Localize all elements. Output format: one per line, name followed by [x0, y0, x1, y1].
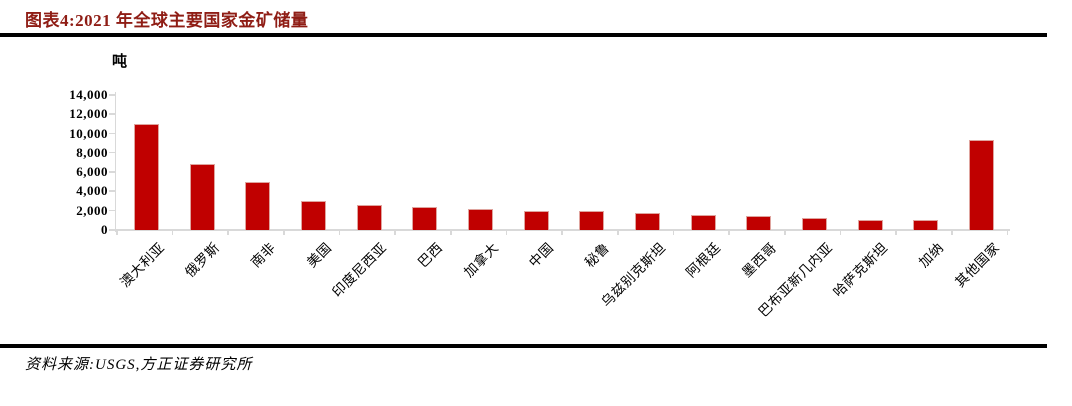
y-axis-line: [114, 92, 116, 232]
x-axis-tick: [116, 230, 118, 235]
bottom-divider-rule: [0, 344, 1047, 348]
x-axis-tick: [561, 230, 563, 235]
category-label: 阿根廷: [683, 239, 724, 281]
y-axis-tick-label: 2,000: [76, 202, 108, 218]
y-axis-tick-label: 14,000: [69, 87, 108, 102]
y-axis-tick: [109, 190, 115, 192]
x-axis-tick: [617, 230, 619, 235]
bar-chart-plot-area: 吨 0 2,000 4,000 6,000 8,000 10,000 12,000 14,00…: [69, 54, 1010, 320]
bar-美国: [301, 201, 326, 230]
bar-加纳: [913, 220, 939, 230]
x-axis-tick: [283, 230, 285, 235]
x-axis-tick: [784, 230, 786, 235]
bar-秘鲁: [579, 211, 605, 230]
y-axis-tick: [109, 132, 115, 135]
y-axis-tick: [109, 171, 115, 173]
category-label: 哈萨克斯坦: [830, 239, 891, 300]
y-axis-tick-label: 4,000: [76, 183, 108, 199]
bar-澳大利亚: [134, 124, 159, 230]
x-axis-tick: [672, 230, 675, 235]
y-axis-tick-label: 8,000: [76, 144, 108, 160]
y-axis-tick: [109, 151, 115, 154]
y-axis-tick: [109, 113, 115, 115]
x-axis-tick: [728, 230, 730, 235]
x-axis-tick: [505, 230, 508, 235]
bar-其他国家: [969, 140, 995, 230]
x-axis-tick: [338, 230, 341, 235]
bar-乌兹别克斯坦: [635, 213, 661, 230]
y-axis-tick: [109, 229, 115, 231]
y-axis-tick-label: 0: [101, 222, 108, 237]
x-axis-tick: [951, 230, 953, 235]
category-label: 俄罗斯: [182, 239, 223, 281]
y-axis-tick-label: 6,000: [76, 164, 108, 180]
bar-中国: [523, 211, 549, 230]
bar-印度尼西亚: [356, 205, 382, 230]
x-axis-tick: [394, 230, 396, 235]
y-axis-tick-label: 12,000: [69, 106, 108, 122]
y-axis-tick: [109, 209, 115, 212]
bar-阿根廷: [690, 215, 716, 230]
bar-墨西哥: [746, 216, 772, 230]
category-label: 其他国家: [951, 239, 1002, 291]
category-label: 加纳: [915, 239, 947, 271]
category-label: 中国: [526, 239, 557, 271]
category-label: 澳大利亚: [116, 239, 167, 291]
category-label: 南非: [247, 239, 279, 271]
bar-俄罗斯: [189, 164, 215, 230]
y-axis-unit-label: 吨: [112, 54, 128, 70]
bar-南非: [245, 182, 271, 230]
category-label: 加拿大: [460, 239, 501, 281]
y-axis-tick-label: 10,000: [69, 125, 108, 141]
x-axis-tick: [839, 230, 842, 235]
x-axis-tick: [171, 230, 174, 235]
source-note: 资料来源:USGS,方正证券研究所: [25, 357, 253, 373]
x-axis-tick: [895, 230, 897, 235]
y-axis-tick: [109, 94, 115, 96]
x-axis-tick: [450, 230, 452, 235]
category-label: 美国: [303, 239, 334, 271]
category-label: 巴西: [414, 239, 446, 271]
category-label: 墨西哥: [738, 239, 780, 281]
bar-巴西: [412, 207, 438, 230]
bar-加拿大: [468, 209, 494, 230]
category-label: 秘鲁: [581, 239, 613, 271]
bar-哈萨克斯坦: [857, 220, 883, 230]
bar-巴布亚新几内亚: [802, 218, 828, 230]
x-axis-tick: [227, 230, 229, 235]
figure-title: 图表4:2021 年全球主要国家金矿储量: [25, 11, 309, 30]
category-label: 印度尼西亚: [329, 239, 390, 300]
x-axis-tick: [1006, 230, 1009, 235]
top-divider-rule: [0, 33, 1047, 37]
